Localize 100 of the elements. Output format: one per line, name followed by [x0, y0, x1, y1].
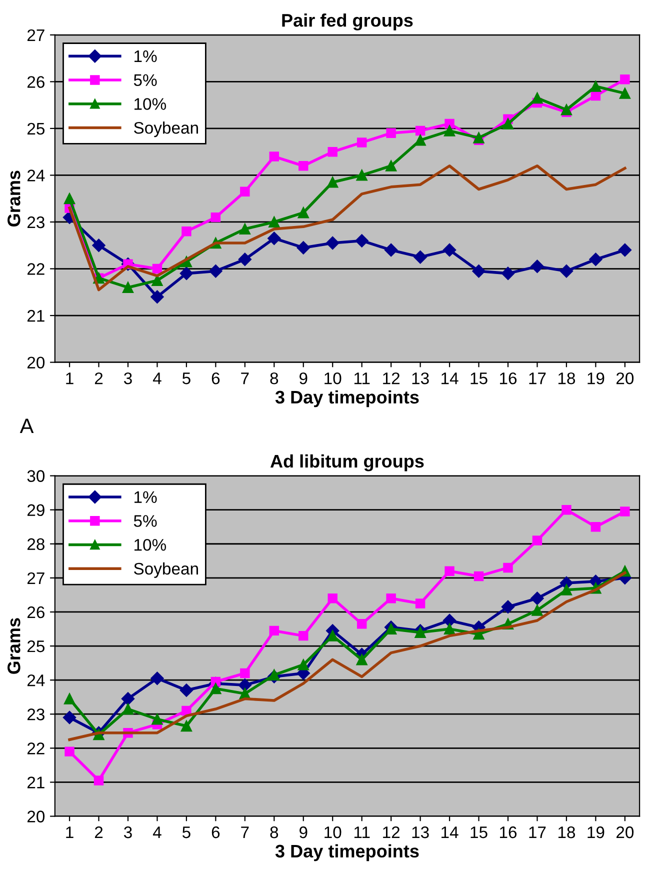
point: [328, 593, 338, 604]
point: [209, 264, 222, 278]
y-tick-label: 22: [27, 263, 44, 275]
point: [356, 170, 368, 181]
y-tick-label: 30: [27, 470, 45, 482]
x-tick-label: 10: [324, 826, 342, 838]
point: [386, 593, 396, 604]
x-tick-label: 6: [212, 372, 220, 384]
text: A: [20, 418, 34, 434]
point: [590, 80, 602, 92]
x-tick-label: 4: [152, 826, 162, 838]
point: [150, 290, 164, 304]
x-tick-label: 13: [412, 372, 429, 384]
point: [620, 506, 630, 516]
y-axis-title: Grams: [8, 618, 20, 674]
legend-label: 10%: [134, 98, 166, 110]
x-tick-label: 5: [182, 826, 190, 838]
point: [298, 161, 308, 171]
x-tick-label: 20: [616, 826, 634, 838]
y-tick-label: 26: [27, 606, 44, 618]
x-tick-label: 8: [270, 826, 278, 838]
x-tick-label: 2: [94, 372, 103, 384]
point: [442, 243, 456, 257]
y-axis-title: Grams: [8, 170, 20, 226]
point: [327, 176, 338, 188]
point: [122, 282, 134, 294]
y-tick-label: 27: [27, 29, 44, 41]
point: [239, 223, 250, 235]
y-tick-label: 27: [27, 572, 44, 584]
y-tick-label: 23: [27, 708, 44, 720]
point: [298, 659, 309, 670]
point: [180, 266, 194, 280]
x-tick-label: 10: [324, 372, 342, 384]
point: [64, 746, 74, 756]
y-tick-label: 20: [27, 810, 45, 822]
x-tick-label: 18: [558, 372, 576, 384]
point: [298, 630, 308, 641]
point: [210, 683, 222, 694]
point: [472, 264, 486, 278]
chart-title: Ad libitum groups: [270, 454, 424, 472]
point: [560, 584, 572, 596]
x-tick-label: 19: [588, 372, 604, 384]
point: [384, 243, 398, 257]
y-tick-label: 25: [27, 640, 44, 652]
x-tick-label: 1: [66, 826, 74, 838]
point: [530, 592, 544, 605]
x-tick-label: 20: [616, 372, 634, 384]
point: [501, 600, 515, 614]
point: [150, 672, 164, 685]
y-tick-label: 24: [27, 674, 45, 686]
x-tick-label: 7: [241, 372, 249, 384]
x-tick-label: 16: [500, 826, 517, 838]
legend-label: Soybean: [134, 562, 198, 578]
point: [121, 692, 135, 706]
point: [152, 264, 162, 274]
y-tick-label: 29: [27, 504, 44, 516]
x-tick-label: 12: [383, 372, 400, 384]
point: [386, 623, 397, 635]
point: [414, 626, 426, 638]
point: [356, 138, 367, 148]
legend-label: Soybean: [134, 122, 198, 138]
point: [182, 706, 192, 716]
point: [590, 522, 601, 532]
point: [355, 234, 368, 248]
x-tick-label: 12: [383, 826, 400, 838]
legend-label: 5%: [134, 74, 157, 86]
point: [94, 776, 104, 786]
x-tick-label: 3: [124, 372, 132, 384]
point: [238, 252, 252, 266]
x-tick-label: 14: [442, 826, 458, 838]
x-tick-label: 13: [412, 826, 429, 838]
point: [296, 241, 310, 254]
y-tick-label: 26: [27, 76, 44, 88]
point: [152, 274, 163, 286]
point: [415, 598, 426, 608]
point: [328, 146, 338, 157]
point: [268, 232, 281, 245]
point: [64, 693, 76, 704]
point: [620, 74, 630, 84]
point: [415, 126, 426, 136]
point: [618, 243, 632, 257]
point: [180, 684, 194, 697]
point: [240, 186, 250, 196]
y-tick-label: 22: [27, 742, 44, 754]
point: [326, 236, 340, 250]
point: [442, 614, 456, 628]
point: [356, 619, 367, 629]
y-tick-label: 25: [27, 122, 44, 135]
point: [532, 536, 542, 546]
point: [473, 132, 484, 144]
x-tick-label: 6: [212, 826, 220, 838]
point: [238, 678, 252, 692]
x-tick-label: 14: [442, 372, 458, 384]
point: [532, 604, 543, 616]
x-tick-label: 1: [66, 372, 74, 384]
point: [182, 226, 192, 236]
point: [502, 118, 514, 130]
y-tick-label: 23: [27, 216, 44, 228]
point: [414, 250, 427, 264]
x-tick-label: 7: [241, 826, 249, 838]
